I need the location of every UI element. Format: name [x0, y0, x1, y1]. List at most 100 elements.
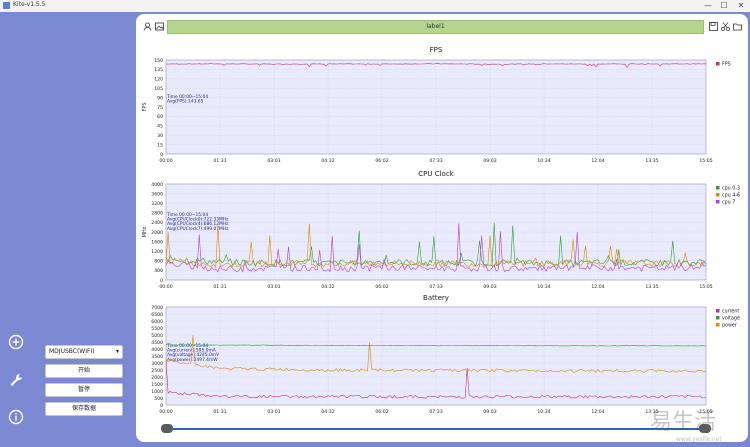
y-tick-label: 3000: [151, 361, 163, 367]
legend-swatch: [716, 193, 720, 197]
legend-label: cpu 0-3: [722, 186, 740, 192]
legend-swatch: [716, 316, 720, 320]
range-end-handle[interactable]: [699, 424, 711, 433]
x-tick-label: 01:31: [213, 284, 226, 290]
folder-icon[interactable]: [733, 22, 742, 33]
y-tick-label: 75: [157, 105, 163, 111]
stats-annotation: Avg(FPS):143.65: [167, 99, 204, 105]
y-tick-label: 5000: [151, 333, 163, 339]
y-tick-label: 2500: [151, 368, 163, 374]
x-tick-label: 00:00: [159, 158, 172, 164]
x-tick-label: 01:31: [213, 158, 226, 164]
y-tick-label: 500: [154, 396, 163, 402]
y-tick-label: 4500: [151, 340, 163, 346]
range-start-handle[interactable]: [161, 424, 173, 433]
y-tick-label: 3200: [151, 201, 163, 207]
stats-annotation: Avg(voltage):4245.0mV: [167, 352, 219, 358]
stats-annotation: Avg(CPUClock7):499.07MHz: [167, 226, 229, 232]
y-tick-label: 135: [154, 67, 163, 73]
series-line-voltage: [165, 344, 707, 347]
x-tick-label: 00:00: [159, 409, 172, 415]
y-tick-label: 120: [154, 77, 163, 83]
y-tick-label: 2000: [151, 230, 163, 236]
label-bar: label1: [167, 20, 704, 34]
time-range-track[interactable]: [167, 428, 704, 430]
add-icon[interactable]: [7, 334, 25, 352]
y-tick-label: 6000: [151, 319, 163, 325]
x-tick-label: 06:02: [375, 284, 388, 290]
x-tick-label: 10:34: [537, 409, 550, 415]
legend-swatch: [716, 186, 720, 190]
stats-annotation: Time 00:00~15:04: [166, 343, 208, 349]
x-tick-label: 12:04: [591, 284, 604, 290]
sidebar: [0, 12, 36, 447]
legend-swatch: [716, 200, 720, 204]
y-tick-label: 400: [154, 268, 163, 274]
y-tick-label: 15: [157, 142, 163, 148]
chart-title: FPS: [430, 46, 443, 54]
x-tick-label: 12:04: [591, 158, 604, 164]
y-tick-label: 800: [154, 259, 163, 265]
wrench-icon[interactable]: [7, 372, 25, 390]
series-line-power: [165, 335, 707, 373]
y-tick-label: 0: [160, 152, 163, 158]
save-icon[interactable]: [709, 22, 718, 33]
x-tick-label: 00:00: [159, 284, 172, 290]
pause-button[interactable]: 暂停: [45, 383, 123, 397]
device-select[interactable]: MDJUSBC(WIFI) ▾: [45, 345, 123, 359]
y-tick-label: 60: [157, 114, 163, 120]
x-tick-label: 13:35: [645, 158, 658, 164]
start-button[interactable]: 开始: [45, 364, 123, 378]
x-tick-label: 09:03: [483, 284, 496, 290]
y-tick-label: 2800: [151, 211, 163, 217]
y-tick-label: 1600: [151, 239, 163, 245]
x-tick-label: 04:32: [321, 284, 334, 290]
stats-annotation: Avg(power):2497.4mW: [167, 357, 218, 363]
legend-label: current: [722, 309, 739, 315]
legend-label: cpu 4-6: [722, 193, 740, 199]
y-axis-label: MHz: [142, 226, 148, 237]
stats-annotation: Avg(current):595.0mA: [167, 348, 216, 354]
stats-annotation: Time 00:00~15:04: [166, 94, 208, 100]
y-tick-label: 4000: [151, 347, 163, 353]
series-line-FPS: [165, 63, 706, 69]
series-line-cpu-4-6: [165, 223, 707, 269]
stats-annotation: Time 00:00~15:04: [166, 212, 208, 218]
window-title: Kite-v1.5.5: [13, 1, 46, 8]
legend-swatch: [716, 323, 720, 327]
series-line-current: [165, 359, 707, 399]
y-tick-label: 90: [157, 95, 163, 101]
y-tick-label: 3600: [151, 191, 163, 197]
watermark: 易生活: [650, 410, 717, 435]
stats-annotation: Avg(CPUClock4):686.12MHz: [167, 221, 229, 227]
x-tick-label: 09:03: [483, 409, 496, 415]
close-button[interactable]: ✕: [737, 1, 745, 10]
cut-icon[interactable]: [721, 22, 730, 33]
y-tick-label: 1500: [151, 382, 163, 388]
image-icon[interactable]: [155, 22, 164, 33]
minimize-button[interactable]: —: [704, 1, 712, 10]
x-tick-label: 15:05: [699, 284, 712, 290]
x-tick-label: 13:35: [645, 284, 658, 290]
y-tick-label: 45: [157, 124, 163, 130]
y-tick-label: 3500: [151, 354, 163, 360]
chart-title: Battery: [423, 294, 449, 302]
y-axis-label: FPS: [142, 102, 148, 111]
legend-label: voltage: [722, 316, 740, 322]
y-tick-label: 6500: [151, 312, 163, 318]
y-tick-label: 1000: [151, 389, 163, 395]
x-tick-label: 03:01: [267, 409, 280, 415]
maximize-button[interactable]: ☐: [720, 1, 728, 10]
y-tick-label: 0: [160, 278, 163, 284]
user-icon[interactable]: [143, 22, 152, 33]
legend-swatch: [716, 62, 720, 66]
y-tick-label: 1200: [151, 249, 163, 255]
x-tick-label: 10:34: [537, 284, 550, 290]
x-tick-label: 13:35: [645, 409, 658, 415]
save-data-button[interactable]: 保存数据: [45, 402, 123, 416]
x-tick-label: 07:33: [429, 158, 442, 164]
x-tick-label: 07:33: [429, 409, 442, 415]
info-icon[interactable]: [7, 409, 25, 427]
x-tick-label: 03:01: [267, 284, 280, 290]
